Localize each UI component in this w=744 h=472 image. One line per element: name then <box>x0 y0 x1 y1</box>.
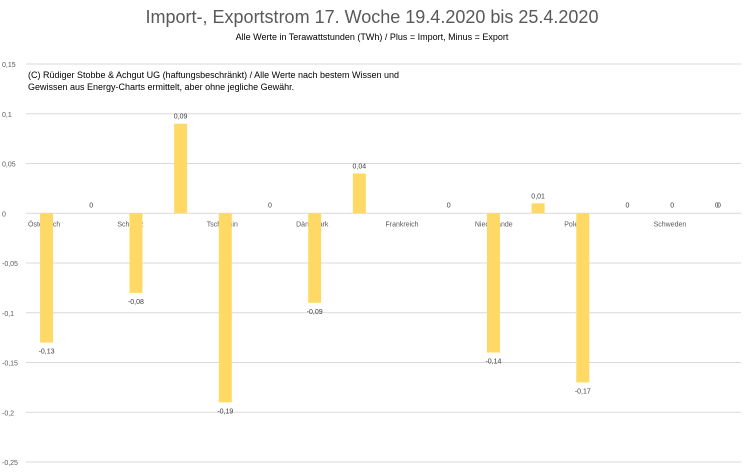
data-label: -0,17 <box>575 388 591 395</box>
data-label: 0,01 <box>531 193 545 200</box>
data-label: 0 <box>626 202 630 209</box>
data-label: -0,09 <box>307 309 323 316</box>
data-label: -0,14 <box>485 359 501 366</box>
data-label: -0,08 <box>128 299 144 306</box>
data-label: 0 <box>447 202 451 209</box>
copyright-line-2: Gewissen aus Energy-Charts ermittelt, ab… <box>28 82 295 92</box>
data-label: 0 <box>268 202 272 209</box>
data-label: -0,13 <box>39 349 55 356</box>
data-label: 0,09 <box>174 114 188 121</box>
category-label: Schweden <box>654 221 687 228</box>
bar <box>576 213 590 383</box>
bar <box>531 203 545 214</box>
chart-title: Import-, Exportstrom 17. Woche 19.4.2020… <box>145 7 599 27</box>
y-tick-label: 0,05 <box>2 162 16 169</box>
bar <box>218 213 232 403</box>
data-label: 0 <box>89 202 93 209</box>
bar <box>40 213 54 343</box>
data-label: -0,19 <box>217 408 233 415</box>
bar <box>129 213 143 293</box>
y-tick-label: -0,25 <box>2 460 18 467</box>
y-tick-label: -0,2 <box>2 410 14 417</box>
y-tick-label: -0,05 <box>2 261 18 268</box>
data-label: 0 <box>670 202 674 209</box>
y-tick-label: -0,1 <box>2 311 14 318</box>
data-label: 0 <box>717 202 721 209</box>
bar <box>308 213 322 303</box>
bar <box>486 213 500 353</box>
copyright-annotation: (C) Rüdiger Stobbe & Achgut UG (haftungs… <box>28 69 428 93</box>
y-tick-label: 0,1 <box>2 112 12 119</box>
y-tick-label: -0,15 <box>2 361 18 368</box>
category-label: Polen <box>564 221 582 228</box>
chart-subtitle: Alle Werte in Terawattstunden (TWh) / Pl… <box>235 32 509 42</box>
copyright-line-1: (C) Rüdiger Stobbe & Achgut UG (haftungs… <box>28 70 400 80</box>
y-tick-label: 0 <box>2 211 6 218</box>
y-tick-label: 0,15 <box>2 62 16 69</box>
data-label: 0 <box>715 202 719 209</box>
data-label: 0,04 <box>353 163 367 170</box>
bar <box>352 173 366 214</box>
category-label: Frankreich <box>386 221 419 228</box>
bar <box>174 123 188 214</box>
